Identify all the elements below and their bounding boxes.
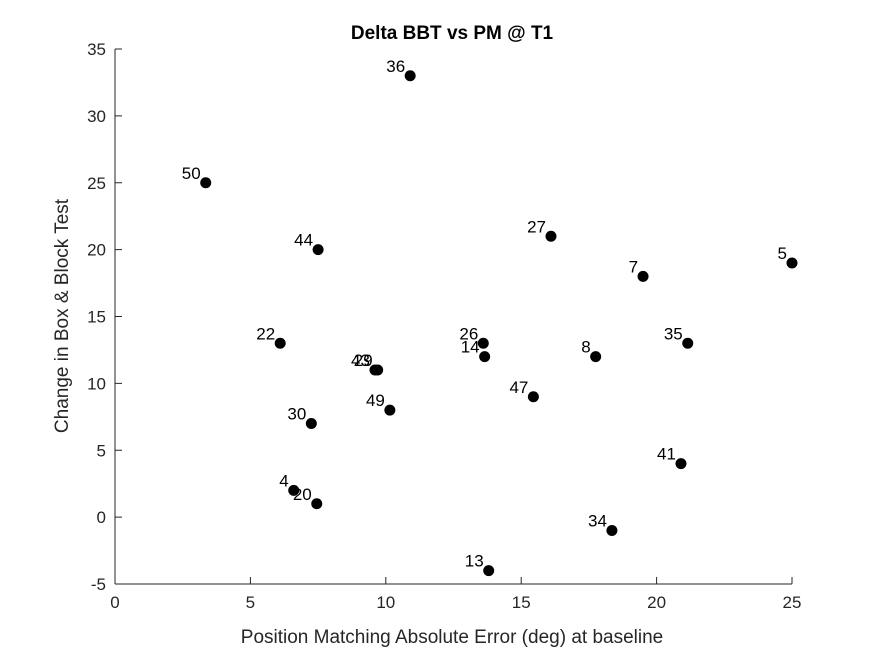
data-label-35: 35 xyxy=(664,324,683,343)
data-label-41: 41 xyxy=(657,445,676,464)
data-label-26: 26 xyxy=(459,324,478,343)
data-point-49 xyxy=(384,404,396,416)
x-tick-label: 20 xyxy=(647,593,666,612)
data-label-8: 8 xyxy=(581,338,590,357)
data-label-27: 27 xyxy=(527,217,546,236)
data-point-44 xyxy=(312,244,324,256)
data-label-43: 43 xyxy=(351,351,370,370)
x-tick-label: 25 xyxy=(783,593,802,612)
data-label-36: 36 xyxy=(386,57,405,76)
data-point-14 xyxy=(479,351,491,363)
data-label-29: 29 xyxy=(354,351,373,370)
y-tick-label: 15 xyxy=(87,308,106,327)
data-point-13 xyxy=(483,565,495,577)
y-tick-label: 10 xyxy=(87,374,106,393)
y-tick-label: 25 xyxy=(87,174,106,193)
data-label-4: 4 xyxy=(279,471,288,490)
data-point-26 xyxy=(477,337,489,349)
y-tick-label: 30 xyxy=(87,107,106,126)
y-tick-label: 35 xyxy=(87,40,106,59)
y-tick-label: 5 xyxy=(97,441,106,460)
data-point-30 xyxy=(305,418,317,429)
data-point-22 xyxy=(274,337,286,349)
data-point-35 xyxy=(682,337,694,349)
y-tick-label: 0 xyxy=(97,508,106,527)
data-point-36 xyxy=(404,70,416,82)
x-tick-label: 10 xyxy=(376,593,395,612)
data-point-7 xyxy=(637,270,649,282)
data-label-7: 7 xyxy=(629,257,638,276)
chart-title: Delta BBT vs PM @ T1 xyxy=(351,23,554,44)
data-label-44: 44 xyxy=(294,231,313,250)
data-label-34: 34 xyxy=(588,512,607,531)
data-label-20: 20 xyxy=(293,485,312,504)
data-label-5: 5 xyxy=(778,244,787,263)
x-axis-label: Position Matching Absolute Error (deg) a… xyxy=(241,627,663,648)
y-tick-label: -5 xyxy=(91,575,106,594)
data-point-4 xyxy=(288,484,300,496)
x-tick-label: 15 xyxy=(512,593,531,612)
data-point-50 xyxy=(200,177,212,189)
x-tick-label: 5 xyxy=(246,593,255,612)
y-tick-label: 20 xyxy=(87,241,106,260)
data-label-49: 49 xyxy=(366,391,385,410)
data-label-30: 30 xyxy=(287,405,306,424)
data-point-20 xyxy=(311,498,323,510)
data-label-13: 13 xyxy=(465,552,484,571)
data-point-5 xyxy=(786,257,798,269)
data-point-34 xyxy=(606,525,618,536)
y-axis-label: Change in Box & Block Test xyxy=(52,198,73,433)
data-point-8 xyxy=(590,351,602,363)
data-point-47 xyxy=(527,391,539,403)
data-point-41 xyxy=(675,458,687,470)
data-label-14: 14 xyxy=(461,338,480,357)
data-label-50: 50 xyxy=(182,164,201,183)
data-point-29 xyxy=(372,364,384,376)
data-point-27 xyxy=(545,230,557,242)
data-label-22: 22 xyxy=(256,324,275,343)
data-label-47: 47 xyxy=(509,378,528,397)
x-tick-label: 0 xyxy=(110,593,119,612)
